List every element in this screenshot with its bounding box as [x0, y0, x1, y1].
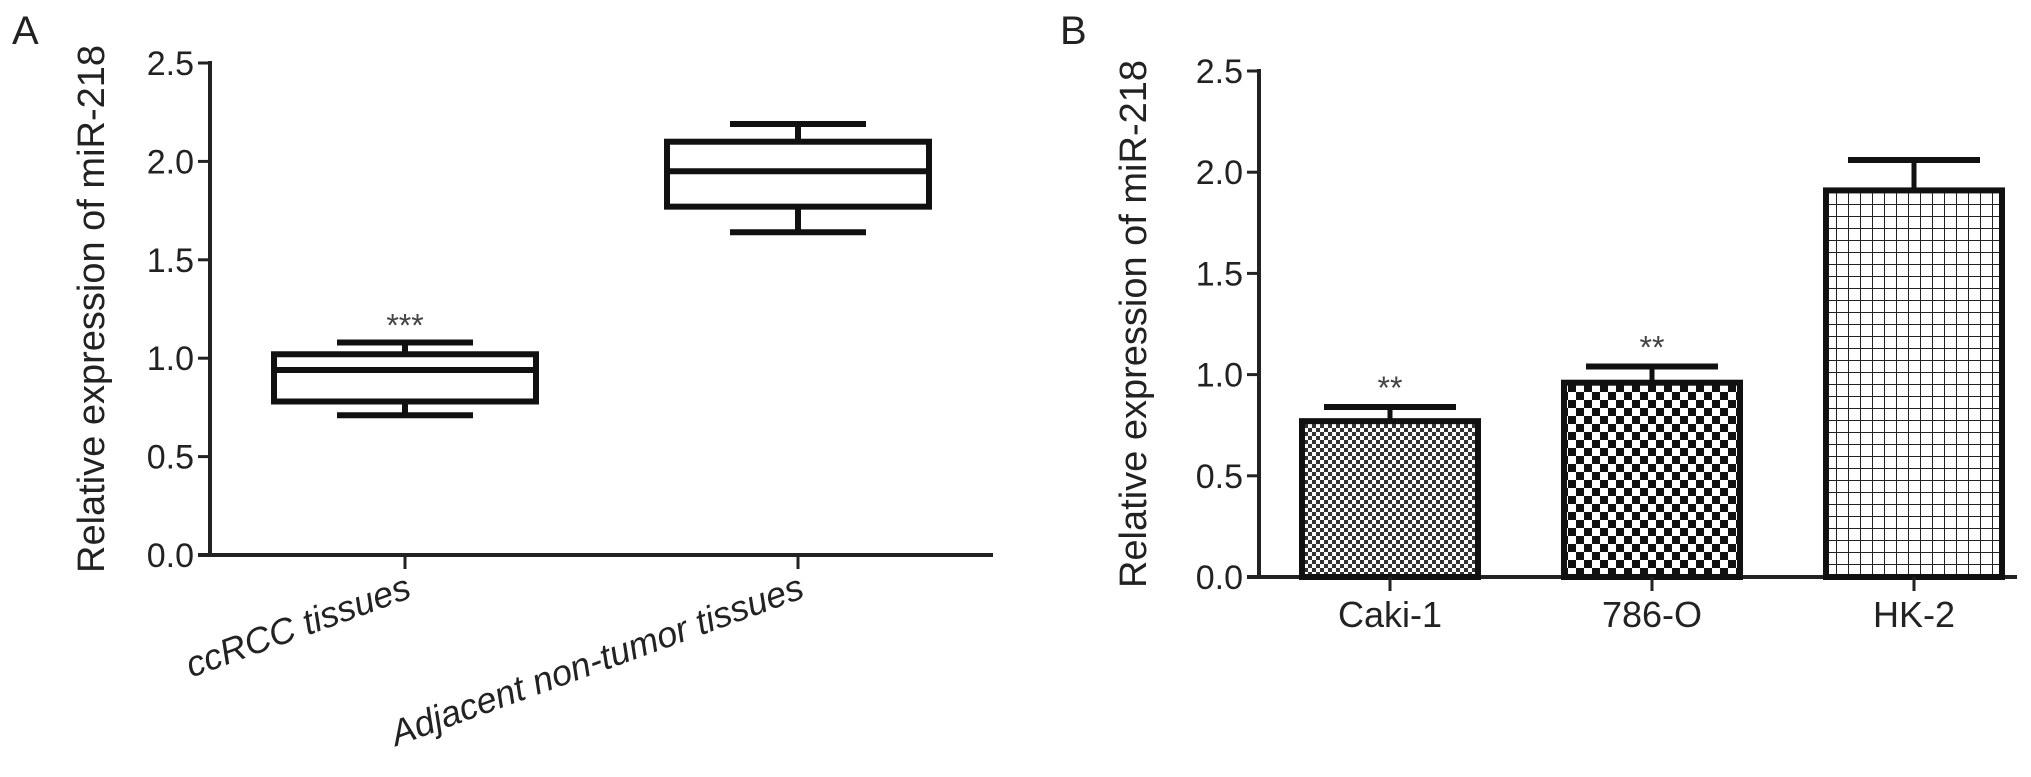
- box-iqr: [271, 351, 539, 405]
- panel-label-a: A: [12, 9, 39, 53]
- significance-label: **: [1378, 370, 1403, 406]
- y-tick-label: 0.5: [1196, 458, 1243, 496]
- x-tick-label: HK-2: [1873, 594, 1955, 635]
- y-tick-label: 0.0: [147, 537, 194, 575]
- y-tick-label: 1.0: [1196, 357, 1243, 395]
- bar-786-o: [1561, 379, 1743, 581]
- y-axis-label: Relative expression of miR-218: [71, 45, 113, 573]
- x-tick-label: 786-O: [1602, 594, 1702, 635]
- x-tick-label: Adjacent non-tumor tissues: [383, 566, 809, 754]
- x-tick-label: Caki-1: [1338, 594, 1442, 635]
- y-tick-label: 2.5: [1196, 53, 1243, 91]
- bar-caki-1: [1299, 418, 1481, 581]
- y-tick-label: 0.0: [1196, 559, 1243, 597]
- panel-b-barchart: 0.0 0.5 1.0 1.5 2.0 2.5 Relative expression of…: [1113, 53, 2017, 635]
- y-tick-label: 0.5: [147, 439, 194, 477]
- y-axis-label: Relative expression of miR-218: [1113, 60, 1155, 588]
- y-tick-label: 2.0: [147, 143, 194, 181]
- significance-label: ***: [386, 307, 423, 343]
- y-tick-label: 1.5: [1196, 255, 1243, 293]
- y-tick-label: 1.0: [147, 340, 194, 378]
- y-tick-label: 2.5: [147, 45, 194, 83]
- y-tick-label: 2.0: [1196, 154, 1243, 192]
- significance-label: **: [1640, 330, 1665, 366]
- panel-a-boxplot: 0.0 0.5 1.0 1.5 2.0 2.5 Relative expression of…: [71, 45, 993, 754]
- x-tick-label: ccRCC tissues: [180, 566, 416, 685]
- box-0: ***: [271, 307, 539, 419]
- bar-hk-2: [1823, 187, 2005, 581]
- box-1: [664, 121, 932, 236]
- y-tick-label: 1.5: [147, 242, 194, 280]
- panel-label-b: B: [1060, 9, 1087, 53]
